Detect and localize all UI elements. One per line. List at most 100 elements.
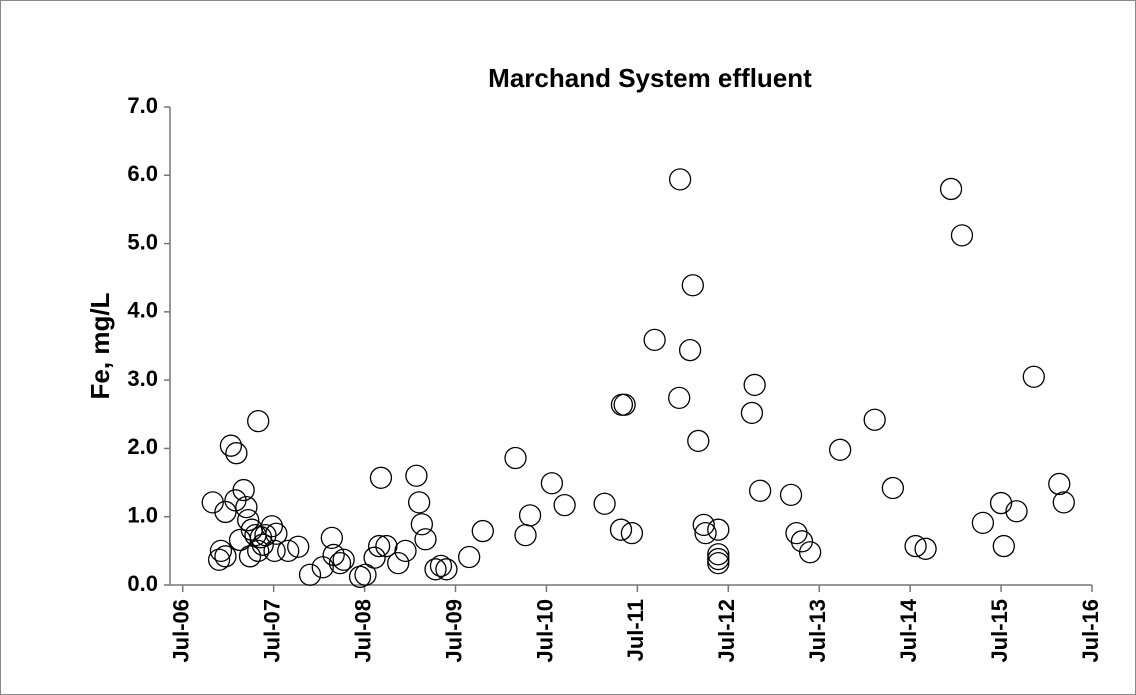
x-tick-label: Jul-06 xyxy=(169,599,194,663)
x-tick-label: Jul-09 xyxy=(441,599,466,663)
data-point xyxy=(668,168,692,191)
data-point xyxy=(692,513,715,537)
x-tick-label: Jul-16 xyxy=(1078,599,1103,663)
x-tick-label: Jul-12 xyxy=(714,599,739,663)
chart-title: Marchand System effluent xyxy=(488,63,812,93)
data-point xyxy=(265,522,288,545)
data-point xyxy=(237,508,260,532)
data-point xyxy=(881,476,905,500)
data-point xyxy=(387,551,410,575)
data-point xyxy=(429,554,453,578)
data-point xyxy=(694,521,717,545)
data-point xyxy=(410,513,434,536)
data-point xyxy=(287,535,310,558)
y-tick-label: 1.0 xyxy=(127,503,158,528)
data-point xyxy=(950,224,974,247)
data-point xyxy=(251,533,274,556)
data-point xyxy=(277,539,300,563)
data-point xyxy=(678,338,702,362)
data-point xyxy=(363,546,386,569)
data-point xyxy=(707,518,730,541)
data-point xyxy=(219,434,243,457)
y-tick-label: 3.0 xyxy=(127,366,158,391)
y-tick-label: 5.0 xyxy=(127,229,158,254)
data-point xyxy=(740,401,764,425)
data-point xyxy=(992,534,1015,558)
data-point xyxy=(939,177,963,201)
data-point xyxy=(668,386,691,410)
data-point xyxy=(643,328,666,352)
data-point xyxy=(785,521,808,545)
data-point xyxy=(201,491,224,514)
data-point xyxy=(369,466,393,489)
y-tick-label: 4.0 xyxy=(127,298,158,323)
data-point xyxy=(375,534,398,558)
data-point xyxy=(263,539,286,563)
data-point xyxy=(748,479,772,502)
data-point xyxy=(424,558,447,581)
data-point xyxy=(328,551,352,575)
data-point xyxy=(707,543,730,566)
data-point xyxy=(707,547,730,571)
data-point xyxy=(863,408,886,431)
x-tick-label: Jul-07 xyxy=(259,599,284,663)
data-point xyxy=(238,545,262,568)
data-point xyxy=(322,543,345,567)
data-point xyxy=(707,551,730,575)
data-point xyxy=(354,563,377,586)
data-point xyxy=(247,409,270,433)
data-point xyxy=(435,558,458,581)
data-point xyxy=(225,442,248,465)
data-point xyxy=(790,530,814,553)
data-point xyxy=(914,537,937,560)
data-point xyxy=(904,534,927,558)
x-tick-label: Jul-10 xyxy=(532,599,557,663)
data-point xyxy=(681,274,704,297)
data-point xyxy=(779,483,803,507)
x-tick-label: Jul-13 xyxy=(805,599,830,663)
data-point xyxy=(214,545,237,568)
data-point xyxy=(828,438,852,461)
data-point xyxy=(540,472,564,495)
data-point xyxy=(1048,472,1071,496)
data-point xyxy=(457,545,481,569)
data-point xyxy=(1022,365,1045,388)
y-tick-label: 6.0 xyxy=(127,161,158,186)
y-axis-label: Fe, mg/L xyxy=(85,292,115,399)
y-tick-label: 7.0 xyxy=(127,93,158,118)
data-point xyxy=(971,511,995,535)
x-tick-label: Jul-08 xyxy=(350,599,375,663)
data-point xyxy=(798,541,822,564)
data-point xyxy=(553,493,576,517)
data-point xyxy=(687,429,710,453)
data-point xyxy=(471,519,494,543)
x-tick-label: Jul-15 xyxy=(987,599,1012,663)
data-point xyxy=(407,491,431,514)
data-point xyxy=(394,539,417,563)
data-point xyxy=(247,539,270,563)
data-point xyxy=(207,548,231,571)
data-point xyxy=(405,464,428,487)
data-point xyxy=(235,496,258,519)
data-point xyxy=(989,491,1013,515)
data-point xyxy=(609,518,633,541)
x-tick-label: Jul-11 xyxy=(623,599,648,661)
data-point xyxy=(743,373,766,397)
data-point xyxy=(593,492,616,515)
data-point xyxy=(613,393,636,416)
data-point xyxy=(298,563,322,586)
y-tick-label: 0.0 xyxy=(127,571,158,596)
x-tick-label: Jul-14 xyxy=(896,598,921,662)
y-tick-label: 2.0 xyxy=(127,434,158,459)
data-point xyxy=(1052,491,1075,514)
data-point xyxy=(367,534,391,558)
data-point xyxy=(518,504,542,527)
data-point xyxy=(209,539,233,563)
data-point xyxy=(1005,500,1028,523)
data-point xyxy=(414,528,437,551)
data-point xyxy=(260,515,283,538)
data-point xyxy=(504,446,527,470)
data-point xyxy=(232,478,255,502)
